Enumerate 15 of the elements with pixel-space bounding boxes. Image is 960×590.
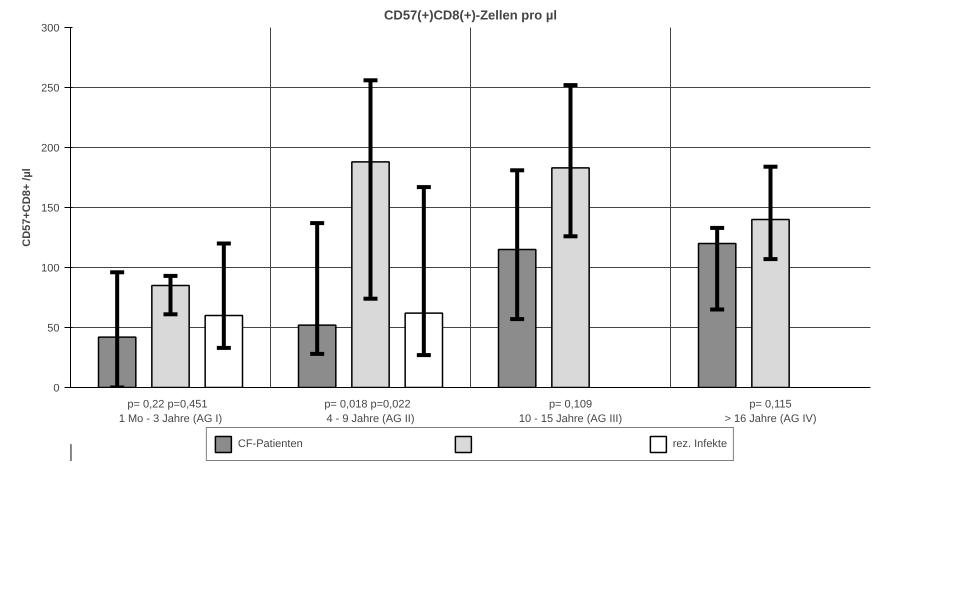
y-tick-label: 100 — [41, 262, 60, 274]
x-tick-label: p= 0,115 > 16 Jahre (AG IV) — [724, 398, 817, 425]
y-tick-label: 50 — [47, 322, 60, 334]
y-tick-label: 0 — [53, 382, 60, 394]
y-axis-title: CD57+CD8+ /µl — [21, 168, 34, 247]
legend-label: CF-Patienten — [238, 438, 303, 450]
y-tick-label: 250 — [41, 82, 60, 94]
x-tick-label: p= 0,018 p=0,022 4 - 9 Jahre (AG II) — [324, 398, 415, 425]
y-tick-label: 300 — [41, 22, 60, 34]
x-tick-label: p= 0,109 10 - 15 Jahre (AG III) — [518, 398, 622, 425]
chart-title: CD57(+)CD8(+)-Zellen pro µl — [384, 8, 557, 22]
y-tick-label: 150 — [41, 202, 60, 214]
x-tick-label: p= 0,22 p=0,451 1 Mo - 3 Jahre (AG I) — [118, 398, 222, 425]
y-tick-label: 200 — [41, 142, 60, 154]
legend-label: rez. Infekte — [672, 438, 728, 450]
